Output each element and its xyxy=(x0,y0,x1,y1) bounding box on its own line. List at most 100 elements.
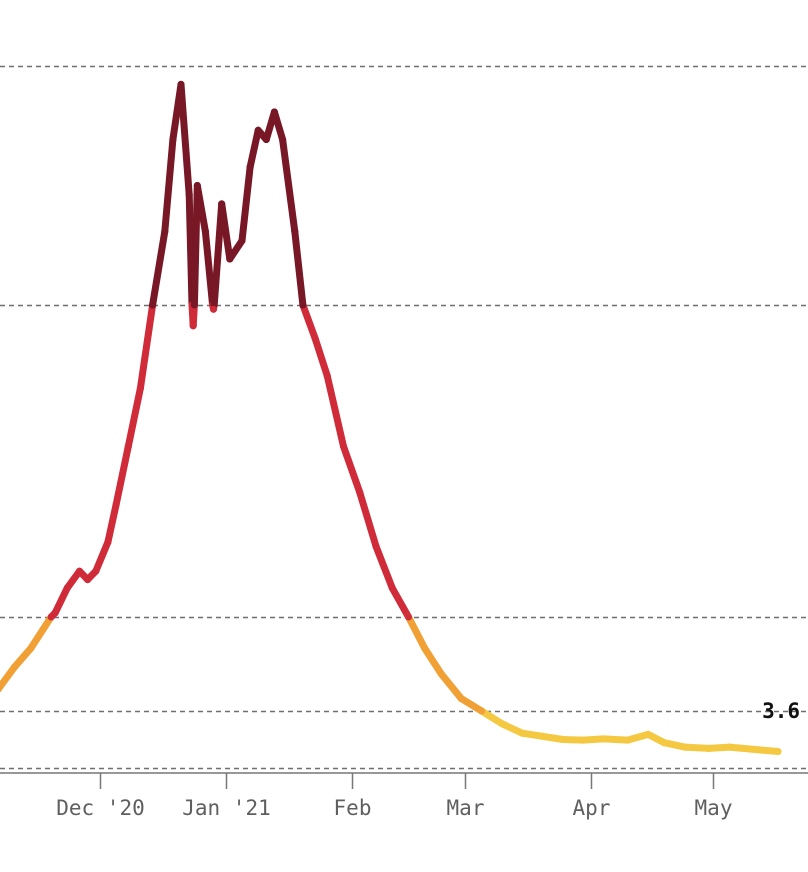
line-segment-54 xyxy=(599,735,632,744)
data-point-51 xyxy=(644,730,652,738)
data-point-33 xyxy=(311,334,319,342)
line-segment-14 xyxy=(136,301,157,392)
line-segment-6 xyxy=(51,584,71,617)
data-point-44 xyxy=(498,720,506,728)
data-point-50 xyxy=(624,736,632,744)
data-point-10 xyxy=(104,538,112,546)
data-point-28 xyxy=(262,136,270,143)
data-point-39 xyxy=(405,613,412,621)
data-point-11 xyxy=(112,501,120,509)
data-point-21 xyxy=(201,228,209,235)
data-point-4 xyxy=(39,626,47,633)
line-segment-31 xyxy=(246,126,262,171)
line-segment-44 xyxy=(405,613,429,652)
threshold-gridlines xyxy=(0,65,808,770)
line-segment-41 xyxy=(356,488,380,550)
data-point-23 xyxy=(218,200,226,208)
data-point-25 xyxy=(238,237,246,245)
line-segment-58 xyxy=(681,743,713,752)
data-point-15 xyxy=(161,228,169,235)
x-tick-label-4: Mar xyxy=(447,796,485,820)
data-point-56 xyxy=(746,745,754,753)
data-point-12 xyxy=(124,442,132,450)
data-point-38 xyxy=(388,584,396,592)
line-segment-28 xyxy=(218,200,234,263)
data-point-14 xyxy=(149,301,157,309)
line-segment-16 xyxy=(161,136,177,235)
line-segment-23 xyxy=(193,182,209,235)
data-point-1 xyxy=(0,686,2,693)
line-segment-36 xyxy=(291,228,307,309)
data-point-36 xyxy=(356,488,364,496)
line-segment-37 xyxy=(299,301,319,342)
line-segment-30 xyxy=(238,163,254,245)
data-point-57 xyxy=(774,748,782,755)
line-segment-2 xyxy=(11,644,35,671)
line-segment-42 xyxy=(372,542,396,592)
line-segment-13 xyxy=(124,384,144,450)
data-point-20 xyxy=(193,182,201,189)
line-segment-38 xyxy=(311,334,331,380)
data-point-16 xyxy=(169,136,177,143)
line-segment-29 xyxy=(226,237,246,263)
series-line xyxy=(0,80,782,755)
x-tick-label-5: Apr xyxy=(573,796,611,820)
data-point-5 xyxy=(51,609,59,617)
x-tick-label-3: Feb xyxy=(334,796,372,820)
data-point-46 xyxy=(539,732,546,740)
data-point-29 xyxy=(270,108,278,116)
line-segment-45 xyxy=(421,644,445,677)
data-point-48 xyxy=(579,736,587,744)
data-point-43 xyxy=(478,707,486,715)
line-segment-55 xyxy=(624,730,652,744)
data-point-47 xyxy=(559,736,567,743)
data-point-3 xyxy=(27,644,35,652)
line-segment-49 xyxy=(498,720,526,737)
data-point-32 xyxy=(299,301,307,309)
data-point-35 xyxy=(340,442,347,450)
line-segment-3 xyxy=(27,626,47,652)
x-tick-label-6: May xyxy=(695,796,733,820)
data-point-7 xyxy=(76,567,83,575)
line-segment-34 xyxy=(270,108,287,143)
line-segment-46 xyxy=(437,669,465,702)
data-point-52 xyxy=(660,739,668,747)
data-point-18 xyxy=(185,191,193,199)
data-point-49 xyxy=(599,735,607,743)
data-point-19 xyxy=(189,322,197,330)
data-point-17 xyxy=(177,80,185,88)
data-point-13 xyxy=(136,384,144,392)
data-point-2 xyxy=(11,663,18,671)
data-point-53 xyxy=(681,743,689,751)
line-segment-40 xyxy=(340,442,364,496)
data-point-54 xyxy=(705,744,713,752)
line-segment-39 xyxy=(323,372,347,450)
data-point-8 xyxy=(84,576,92,584)
data-point-41 xyxy=(437,669,445,677)
line-segment-47 xyxy=(457,695,486,715)
line-segment-43 xyxy=(388,584,412,621)
line-segment-18 xyxy=(177,80,193,199)
data-point-31 xyxy=(291,228,299,235)
line-segment-15 xyxy=(149,228,169,309)
line-segment-48 xyxy=(478,707,506,728)
data-point-6 xyxy=(63,584,71,592)
data-point-42 xyxy=(457,695,465,702)
line-segment-35 xyxy=(279,136,299,235)
data-point-40 xyxy=(421,644,429,652)
data-point-37 xyxy=(372,542,380,550)
line-segment-12 xyxy=(112,442,132,509)
end-value-label: 3.6 xyxy=(762,699,800,723)
line-segment-11 xyxy=(104,501,120,546)
line-segment-24 xyxy=(201,228,217,309)
x-tick-label-1: Dec '20 xyxy=(56,796,145,820)
data-point-26 xyxy=(246,163,254,171)
data-point-55 xyxy=(725,743,733,751)
data-point-22 xyxy=(210,305,217,313)
line-segment-27 xyxy=(210,200,226,309)
data-point-34 xyxy=(323,372,331,380)
x-tick-label-2: Jan '21 xyxy=(182,796,271,820)
data-point-24 xyxy=(226,255,234,263)
